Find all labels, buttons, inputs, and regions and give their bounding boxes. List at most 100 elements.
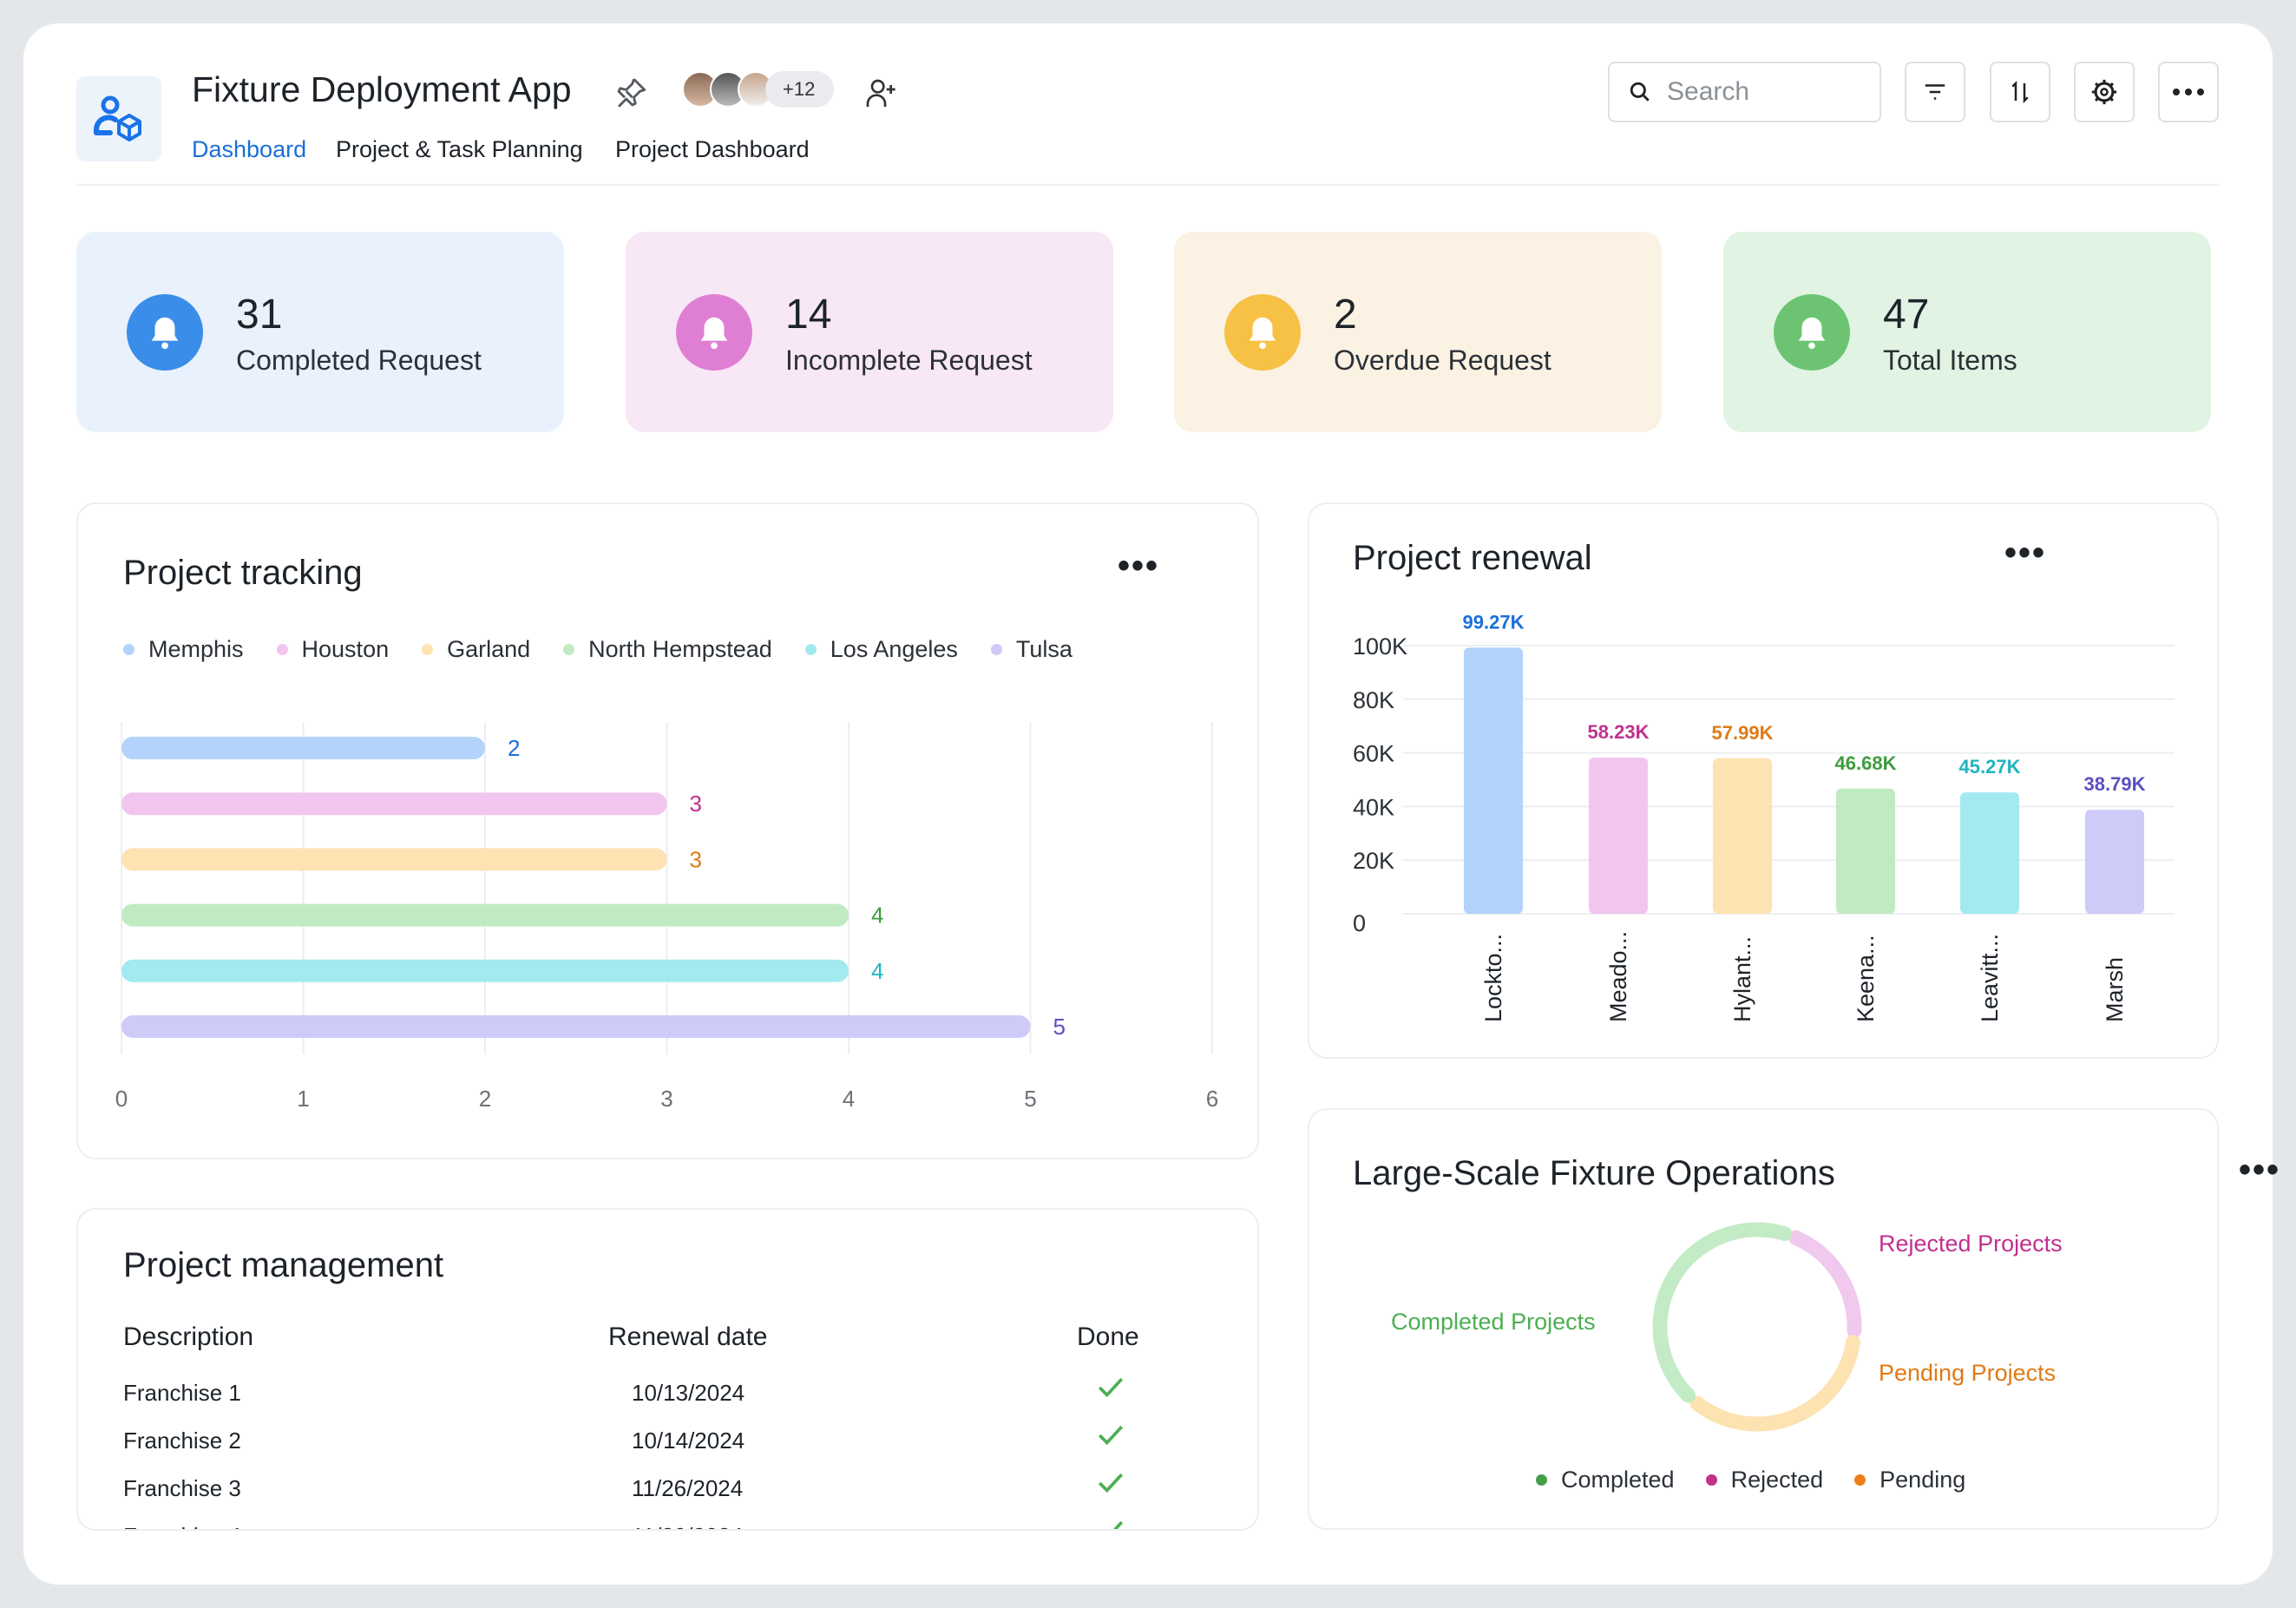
bar[interactable]	[121, 903, 849, 927]
x-tick-label: 1	[297, 1086, 309, 1112]
column-header-done: Done	[1077, 1322, 1139, 1351]
add-user-icon[interactable]	[863, 76, 898, 115]
row-description: Franchise 3	[123, 1475, 241, 1501]
search-input[interactable]	[1667, 77, 1858, 107]
project-management-card: Project management Description Renewal d…	[76, 1208, 1259, 1531]
legend-label: Houston	[301, 636, 390, 662]
tab-project-task-planning[interactable]: Project & Task Planning	[336, 136, 583, 162]
stat-card[interactable]: 31 Completed Request	[76, 232, 564, 432]
x-tick-label: Marsh	[2102, 957, 2128, 1022]
bar[interactable]	[2085, 810, 2144, 914]
legend-item[interactable]: Los Angeles	[804, 636, 958, 663]
stat-label: Total Items	[1883, 345, 2017, 376]
legend-item[interactable]: Houston	[276, 636, 390, 663]
check-icon	[1096, 1375, 1125, 1405]
y-tick-label: 60K	[1353, 741, 1394, 767]
donut-slice[interactable]	[1689, 1335, 1861, 1432]
row-description: Franchise 1	[123, 1380, 241, 1406]
stat-card[interactable]: 47 Total Items	[1723, 232, 2211, 432]
donut-slice[interactable]	[1788, 1230, 1862, 1338]
donut-slice[interactable]	[1652, 1222, 1793, 1403]
legend-label: Rejected	[1730, 1467, 1824, 1493]
bar-value-label: 3	[690, 791, 702, 817]
x-tick-label: Keena...	[1853, 935, 1879, 1022]
y-tick-label: 40K	[1353, 794, 1394, 820]
bar-value-label: 58.23K	[1588, 721, 1650, 743]
project-tracking-menu-button[interactable]: •••	[1118, 547, 1160, 585]
bar-value-label: 57.99K	[1712, 722, 1774, 744]
x-tick-label: 4	[843, 1086, 855, 1112]
bar-value-label: 45.27K	[1959, 756, 2021, 778]
legend-dot	[1854, 1474, 1866, 1486]
stat-card[interactable]: 2 Overdue Request	[1174, 232, 1662, 432]
bar-value-label: 2	[508, 735, 520, 761]
legend-item[interactable]: Tulsa	[990, 636, 1073, 663]
stat-card[interactable]: 14 Incomplete Request	[626, 232, 1113, 432]
bar[interactable]	[1836, 788, 1895, 914]
legend-dot	[1705, 1474, 1717, 1486]
legend-dot	[123, 644, 134, 655]
legend-label: Tulsa	[1015, 636, 1073, 662]
slice-label: Rejected Projects	[1879, 1231, 2063, 1257]
bar-value-label: 38.79K	[2084, 773, 2146, 795]
project-tracking-title: Project tracking	[123, 554, 363, 592]
settings-button[interactable]	[2074, 62, 2135, 122]
bar[interactable]	[121, 737, 485, 759]
legend-item[interactable]: North Hempstead	[563, 636, 772, 663]
operations-donut-chart: Completed Projects Rejected Projects Pendi…	[1391, 1222, 2063, 1432]
bar-value-label: 46.68K	[1835, 752, 1897, 774]
header-divider	[76, 184, 2220, 186]
more-members-badge[interactable]: +12	[765, 71, 835, 108]
member-avatars[interactable]: +12	[682, 71, 835, 108]
legend-item[interactable]: Rejected	[1705, 1467, 1824, 1493]
bar[interactable]	[1960, 792, 2019, 914]
bar-value-label: 5	[1053, 1014, 1066, 1040]
stat-value: 14	[785, 292, 832, 338]
tab-dashboard[interactable]: Dashboard	[192, 136, 307, 162]
project-tracking-chart: 0 1 2 3 4 5 6 2 3 3 4 4 5	[115, 722, 1218, 1112]
legend-item[interactable]: Memphis	[123, 636, 244, 663]
stat-value: 2	[1334, 292, 1357, 338]
project-renewal-menu-button[interactable]: •••	[2004, 534, 2047, 572]
stat-label: Completed Request	[236, 345, 482, 376]
gear-icon	[2091, 79, 2117, 105]
project-management-title: Project management	[123, 1246, 444, 1284]
legend-item[interactable]: Garland	[422, 636, 530, 663]
legend-item[interactable]: Pending	[1854, 1467, 1965, 1493]
bar[interactable]	[121, 792, 667, 816]
x-tick-label: Lockto...	[1480, 934, 1506, 1022]
bar[interactable]	[1464, 647, 1523, 914]
more-horizontal-icon	[2173, 89, 2204, 95]
bar-value-label: 4	[871, 902, 883, 929]
bar[interactable]	[1589, 758, 1648, 914]
legend-label: North Hempstead	[588, 636, 772, 662]
x-tick-label: 6	[1206, 1086, 1218, 1112]
row-description: Franchise 4	[123, 1523, 241, 1529]
filter-button[interactable]	[1905, 62, 1965, 122]
legend-dot	[276, 644, 288, 655]
operations-menu-button[interactable]: •••	[2239, 1151, 2281, 1189]
check-icon	[1096, 1470, 1125, 1500]
legend-dot	[422, 644, 434, 655]
tab-project-dashboard[interactable]: Project Dashboard	[615, 136, 810, 162]
bar[interactable]	[121, 1015, 1031, 1038]
bell-icon	[1774, 294, 1850, 371]
row-renewal-date: 11/26/2024	[632, 1475, 744, 1501]
x-tick-label: 3	[660, 1086, 672, 1112]
sort-button[interactable]	[1990, 62, 2050, 122]
stat-label: Overdue Request	[1334, 345, 1551, 376]
more-options-button[interactable]	[2158, 62, 2219, 122]
pin-icon[interactable]	[613, 75, 649, 115]
bar[interactable]	[121, 959, 849, 982]
search-icon	[1630, 82, 1650, 102]
app-logo	[76, 76, 161, 161]
y-tick-label: 100K	[1353, 633, 1407, 660]
row-renewal-date: 11/30/2024	[632, 1523, 743, 1529]
stat-value: 31	[236, 292, 283, 338]
search-box[interactable]	[1608, 62, 1881, 122]
bar[interactable]	[121, 848, 667, 871]
bar[interactable]	[1713, 758, 1772, 914]
legend-label: Pending	[1879, 1467, 1966, 1493]
row-description: Franchise 2	[123, 1428, 241, 1454]
legend-item[interactable]: Completed	[1536, 1467, 1675, 1493]
